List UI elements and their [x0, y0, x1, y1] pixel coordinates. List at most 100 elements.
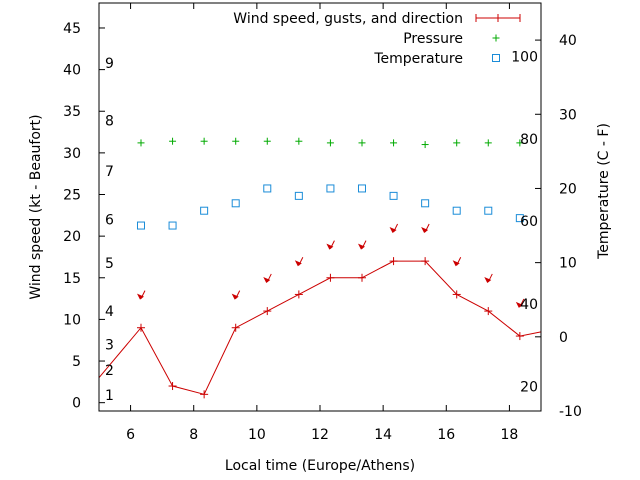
gust-arrow-head [421, 226, 429, 233]
gust-direction-arrow [294, 257, 304, 267]
pressure-point [169, 137, 177, 145]
y-right-tick-label: 40 [559, 33, 577, 49]
temperature-point [389, 191, 398, 200]
temperature-point [484, 206, 493, 215]
temperature-point [294, 191, 303, 200]
y-left-tick-label: 15 [63, 271, 81, 287]
gust-arrow-head [452, 260, 460, 267]
plot-area [99, 3, 541, 412]
pressure-point [326, 139, 334, 147]
gust-direction-arrow [515, 298, 525, 308]
wind-speed-point [357, 273, 366, 282]
gust-direction-arrow [136, 290, 146, 300]
y-right-tick-label: 30 [559, 107, 577, 123]
legend-key [492, 34, 500, 42]
gust-arrow-head [515, 301, 523, 308]
wind-speed-point [484, 307, 493, 316]
temperature-point [231, 199, 240, 208]
pressure-point [390, 139, 398, 147]
fahrenheit-label: 80 [520, 132, 538, 148]
pressure-point [516, 139, 524, 147]
x-tick-label: 12 [311, 427, 329, 443]
y-left-tick-label: 25 [63, 188, 81, 204]
legend-key [492, 54, 500, 62]
gust-direction-arrow [357, 240, 367, 250]
pressure-point [358, 139, 366, 147]
pressure-point [232, 137, 240, 145]
wind-speed-point [263, 307, 272, 316]
y-left-tick-label: 0 [72, 396, 81, 412]
wind-speed-point [389, 257, 398, 266]
x-axis-title: Local time (Europe/Athens) [225, 458, 415, 474]
x-tick-label: 18 [501, 427, 519, 443]
y-right-tick-label: 0 [559, 330, 568, 346]
beaufort-label: 5 [105, 256, 114, 272]
y-left-tick-label: 40 [63, 63, 81, 79]
wind-speed-point [294, 290, 303, 299]
x-tick-label: 14 [374, 427, 392, 443]
x-tick-label: 16 [437, 427, 455, 443]
y-right-tick-label: -10 [559, 404, 582, 420]
pressure-point [200, 137, 208, 145]
gust-arrow-head [389, 226, 397, 233]
beaufort-label: 4 [105, 304, 114, 320]
series-layer [98, 137, 542, 399]
fahrenheit-label: 60 [520, 214, 538, 230]
pressure-point [137, 139, 145, 147]
wind-speed-point [231, 323, 240, 332]
wind-speed-point [515, 332, 524, 341]
fahrenheit-label: 40 [520, 297, 538, 313]
y-right-tick-label: 10 [559, 256, 577, 272]
plot-frame [98, 2, 542, 412]
pressure-point [295, 137, 303, 145]
x-tick-label: 6 [126, 427, 135, 443]
pressure-point [453, 139, 461, 147]
legend-square [492, 54, 500, 62]
wind-speed-point [326, 273, 335, 282]
beaufort-label: 8 [105, 113, 114, 129]
temperature-point [421, 199, 430, 208]
pressure-point [421, 141, 429, 149]
y-left-tick-label: 5 [72, 354, 81, 370]
temperature-point [326, 184, 335, 193]
wind-speed-point [452, 290, 461, 299]
gust-direction-arrow [231, 290, 241, 300]
y-left-tick-label: 30 [63, 146, 81, 162]
gust-direction-arrow [389, 223, 399, 233]
temperature-point [200, 206, 209, 215]
pressure-point [263, 137, 271, 145]
y-left-axis-title: Wind speed (kt - Beaufort) [28, 114, 44, 299]
beaufort-label: 2 [105, 363, 114, 379]
gust-arrow-head [484, 276, 492, 283]
y-left-tick-label: 10 [63, 312, 81, 328]
beaufort-label: 7 [105, 164, 114, 180]
gust-arrow-head [294, 260, 302, 267]
gust-direction-arrow [326, 240, 335, 250]
wind-speed-line [98, 260, 542, 395]
gust-direction-arrow [452, 257, 462, 267]
y-right-tick-label: 20 [559, 181, 577, 197]
gust-direction-arrow [421, 223, 430, 233]
wind-speed-point [168, 382, 177, 391]
fahrenheit-label: 20 [520, 380, 538, 396]
x-tick-label: 8 [189, 427, 198, 443]
gust-arrow-head [326, 243, 334, 250]
y-right-axis-title: Temperature (C - F) [596, 123, 612, 260]
gust-direction-arrow [263, 273, 272, 283]
beaufort-label: 6 [105, 212, 114, 228]
legend-label: Pressure [403, 31, 463, 47]
gust-arrow-head [136, 293, 144, 300]
wind-speed-point [200, 390, 209, 399]
gust-arrow-head [357, 243, 365, 250]
gust-direction-arrow [484, 273, 493, 283]
wind-speed-point [136, 323, 145, 332]
y-left-tick-label: 45 [63, 21, 81, 37]
legend-label: Temperature [373, 51, 463, 67]
temperature-point [168, 221, 177, 230]
temperature-point [515, 214, 524, 223]
beaufort-label: 3 [105, 337, 114, 353]
temperature-point [136, 221, 145, 230]
temperature-point [357, 184, 366, 193]
temperature-point [452, 206, 461, 215]
